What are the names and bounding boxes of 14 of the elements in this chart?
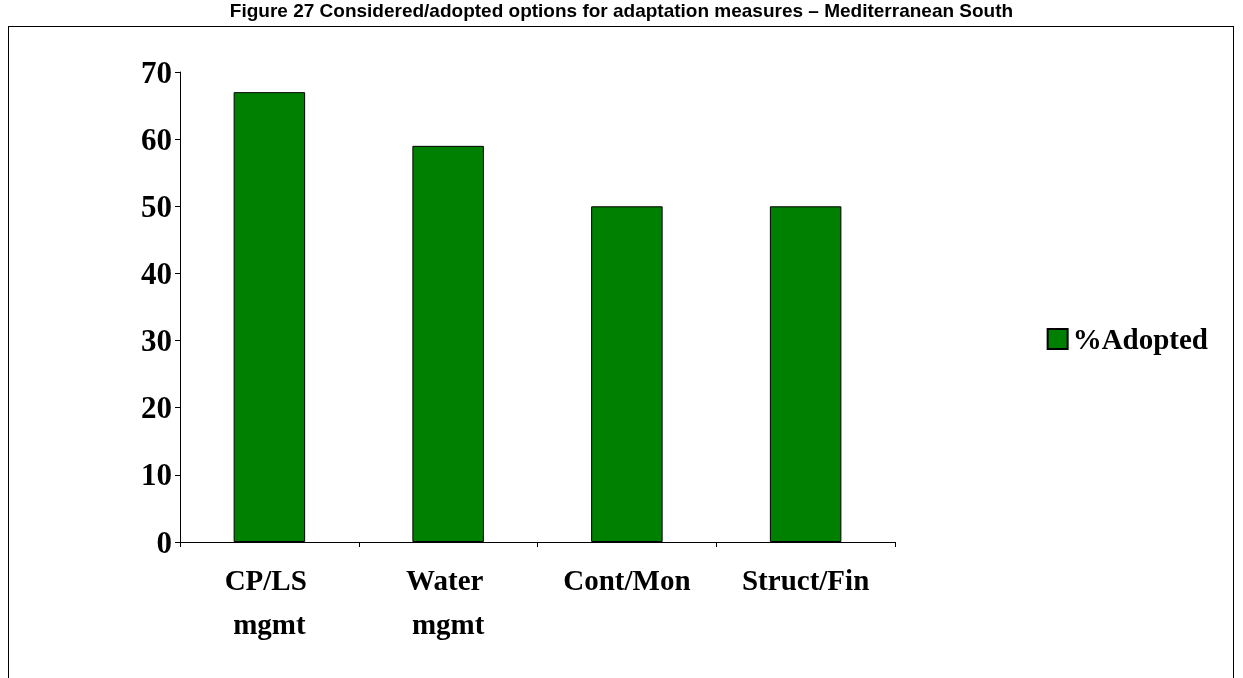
x-tick-label: Struct/Fin	[741, 564, 870, 596]
y-tick-label: 10	[141, 457, 172, 493]
y-tick-label: 60	[141, 121, 172, 157]
legend-label: %Adopted	[1072, 323, 1208, 355]
y-tick-label: 50	[141, 188, 172, 224]
y-tick-label: 70	[141, 54, 172, 90]
x-tick-label: Cont/Mon	[563, 564, 691, 596]
y-tick-label: 0	[156, 524, 172, 560]
y-tick-label: 40	[141, 255, 172, 291]
x-tick-label: Water mgmt	[406, 564, 491, 640]
y-tick-label: 30	[141, 323, 172, 359]
x-tick-label: CP/LS mgmt	[224, 564, 315, 640]
chart-title: Figure 27 Considered/adopted options for adaptation measures – Mediterranean South	[228, 0, 1015, 22]
y-tick-label: 20	[141, 390, 172, 426]
